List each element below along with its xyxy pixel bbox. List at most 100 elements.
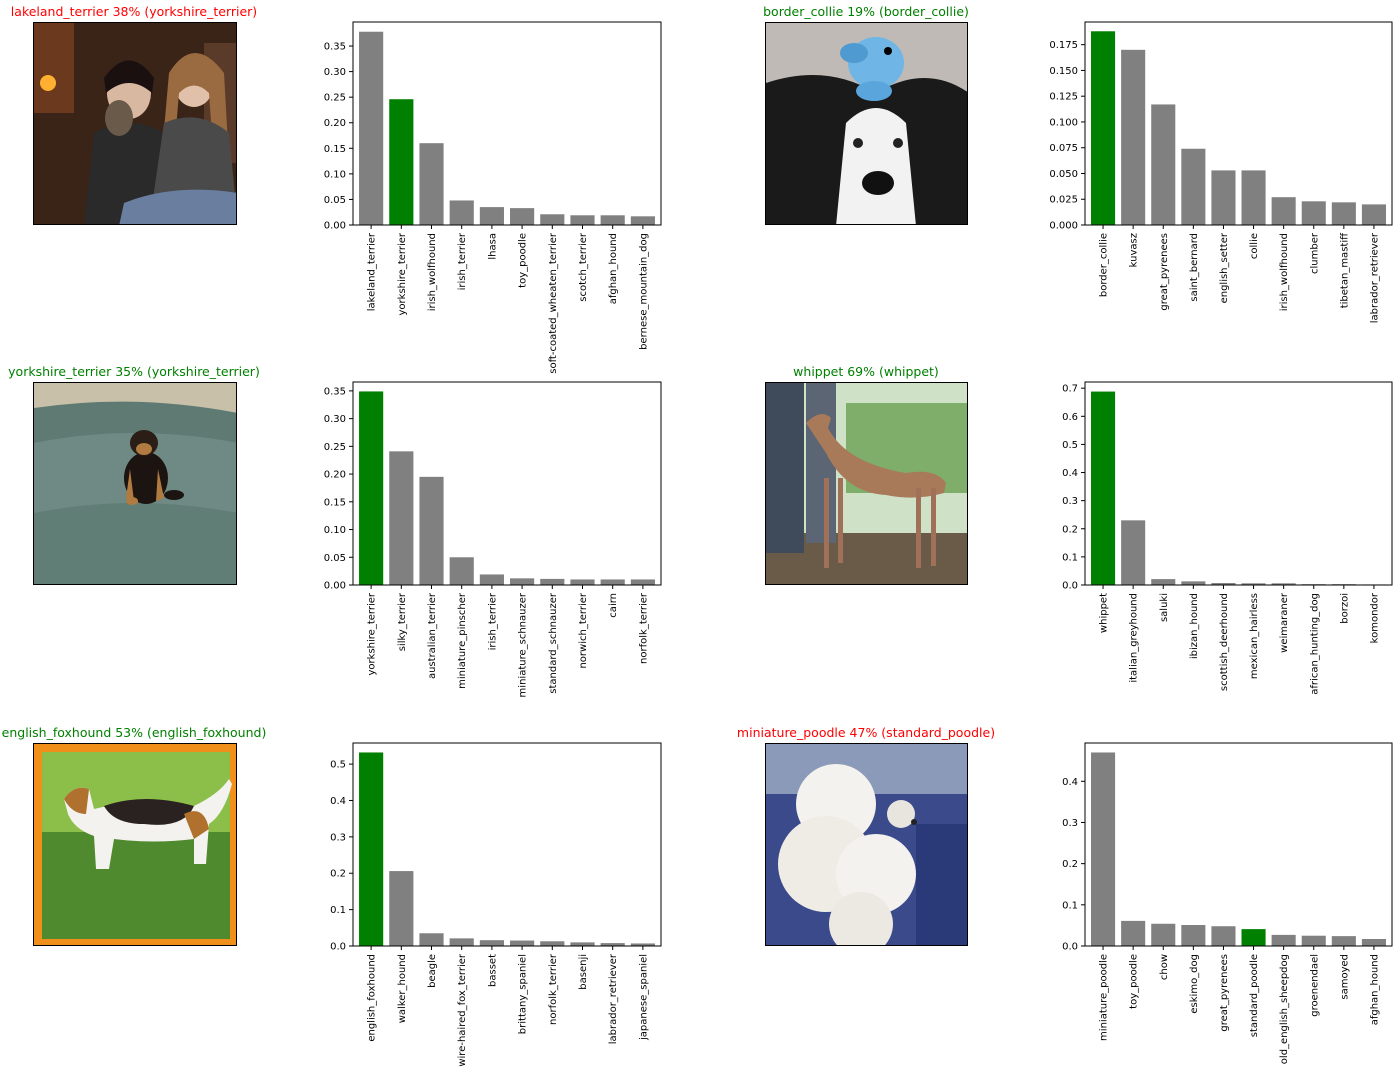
y-tick-label: 0.5: [330, 760, 346, 771]
bar-ibizan_hound: [1181, 581, 1206, 585]
y-tick-label: 0.1: [1062, 552, 1078, 563]
bar-labrador_retriever: [600, 943, 625, 946]
bar-miniature_poodle: [1091, 752, 1116, 946]
x-tick-label: miniature_schnauzer: [518, 592, 529, 697]
dog-photo: [765, 382, 968, 585]
x-tick-label: irish_terrier: [457, 232, 468, 290]
y-tick-label: 0.05: [324, 553, 346, 564]
bar-irish_wolfhound: [1271, 197, 1296, 225]
bar-great_pyrenees: [1151, 104, 1176, 225]
bar-japanese_spaniel: [630, 943, 655, 946]
x-tick-label: border_collie: [1099, 233, 1110, 297]
y-tick-label: 0.3: [330, 832, 346, 843]
x-tick-label: samoyed: [1339, 954, 1350, 1000]
x-tick-label: basenji: [578, 954, 589, 990]
bar-eskimo_dog: [1181, 925, 1206, 946]
prediction-title: border_collie 19% (border_collie): [763, 4, 969, 19]
axes-frame: [352, 381, 662, 586]
prediction-title: yorkshire_terrier 35% (yorkshire_terrier…: [8, 364, 260, 379]
bar-australian_terrier: [419, 476, 444, 585]
y-tick-label: 0.3: [1062, 818, 1078, 829]
x-tick-label: mexican_hairless: [1249, 593, 1260, 679]
x-tick-label: kuvasz: [1129, 233, 1140, 267]
bar-lakeland_terrier: [359, 31, 384, 225]
x-tick-label: toy_poodle: [518, 233, 529, 288]
x-tick-label: great_pyrenees: [1219, 954, 1230, 1032]
x-tick-label: miniature_pinscher: [457, 592, 468, 689]
bar-collie: [1241, 170, 1266, 225]
x-tick-label: bernese_mountain_dog: [638, 233, 649, 350]
y-tick-label: 0.30: [324, 67, 346, 78]
dog-photo: [33, 22, 237, 225]
prediction-title: miniature_poodle 47% (standard_poodle): [736, 725, 996, 740]
bar-old_english_sheepdog: [1271, 934, 1296, 946]
x-tick-label: brittany_spaniel: [518, 954, 529, 1034]
y-tick-label: 0.20: [324, 470, 346, 481]
bar-samoyed: [1331, 936, 1356, 946]
bar-chow: [1151, 923, 1176, 946]
x-tick-label: norfolk_terrier: [548, 953, 559, 1025]
y-tick-label: 0.35: [324, 386, 346, 397]
y-tick-label: 0.00: [324, 581, 346, 592]
probability-bar-chart: 0.0 0.1 0.2 0.3 0.4 0.5 english_foxhound walker…: [330, 742, 662, 1067]
bar-norfolk_terrier: [630, 579, 655, 585]
y-tick-label: 0.4: [1062, 777, 1078, 788]
x-tick-label: labrador_retriever: [1369, 232, 1380, 323]
x-tick-label: english_foxhound: [367, 954, 378, 1042]
bar-english_foxhound: [359, 752, 384, 946]
bar-norfolk_terrier: [540, 941, 565, 946]
bar-walker_hound: [389, 871, 414, 946]
y-tick-label: 0.175: [1049, 40, 1078, 51]
x-tick-label: borzoi: [1339, 593, 1350, 624]
x-tick-label: beagle: [427, 954, 438, 988]
x-tick-label: komondor: [1369, 592, 1380, 643]
photo-content: [34, 383, 236, 584]
y-tick-label: 0.6: [1062, 412, 1078, 423]
bar-standard_poodle: [1241, 929, 1266, 946]
y-tick-label: 0.3: [1062, 496, 1078, 507]
x-tick-label: afghan_hound: [608, 233, 619, 304]
y-tick-label: 0.0: [330, 942, 346, 953]
x-tick-label: old_english_sheepdog: [1279, 954, 1290, 1064]
y-tick-label: 0.025: [1049, 195, 1078, 206]
y-tick-label: 0.2: [330, 869, 346, 880]
y-tick-label: 0.10: [324, 525, 346, 536]
x-tick-label: wire-haired_fox_terrier: [457, 953, 468, 1067]
bar-brittany_spaniel: [510, 940, 535, 946]
photo-content: [766, 23, 967, 224]
probability-bar-chart: 0.00 0.05 0.10 0.15 0.20 0.25 0.30 0.35 yorkshir…: [324, 381, 662, 697]
x-tick-label: ibizan_hound: [1189, 593, 1200, 659]
bar-toy_poodle: [1121, 920, 1146, 946]
bar-scottish_deerhound: [1211, 583, 1236, 585]
x-tick-label: italian_greyhound: [1129, 593, 1140, 683]
prediction-title: english_foxhound 53% (english_foxhound): [1, 725, 267, 740]
bar-toy_poodle: [510, 208, 535, 225]
y-tick-label: 0.05: [324, 195, 346, 206]
probability-bar-chart: 0.0 0.1 0.2 0.3 0.4 miniature_poodle toy_poodl…: [1062, 742, 1393, 1064]
x-tick-label: irish_wolfhound: [1279, 233, 1290, 311]
y-tick-label: 0.075: [1049, 143, 1078, 154]
y-tick-label: 0.25: [324, 93, 346, 104]
bar-saint_bernard: [1181, 148, 1206, 225]
y-tick-label: 0.10: [324, 169, 346, 180]
bar-norwich_terrier: [570, 579, 595, 585]
y-tick-label: 0.050: [1049, 169, 1078, 180]
probability-bar-chart: 0.000 0.025 0.050 0.075 0.100 0.125 0.150 0.175…: [1049, 21, 1393, 323]
x-tick-label: walker_hound: [397, 954, 408, 1023]
y-tick-label: 0.1: [1062, 900, 1078, 911]
bar-italian_greyhound: [1121, 520, 1146, 585]
x-tick-label: weimaraner: [1279, 592, 1290, 653]
y-tick-label: 0.2: [1062, 859, 1078, 870]
y-tick-label: 0.1: [330, 905, 346, 916]
photo-content: [766, 744, 967, 945]
x-tick-label: toy_poodle: [1129, 954, 1140, 1009]
bar-whippet: [1091, 391, 1116, 585]
x-tick-label: scotch_terrier: [578, 232, 589, 302]
dog-photo: [765, 743, 968, 946]
bar-scotch_terrier: [570, 215, 595, 225]
x-tick-label: japanese_spaniel: [638, 954, 649, 1041]
y-tick-label: 0.0: [1062, 942, 1078, 953]
bar-border_collie: [1091, 31, 1116, 225]
photo-content: [34, 744, 236, 945]
y-tick-label: 0.15: [324, 144, 346, 155]
